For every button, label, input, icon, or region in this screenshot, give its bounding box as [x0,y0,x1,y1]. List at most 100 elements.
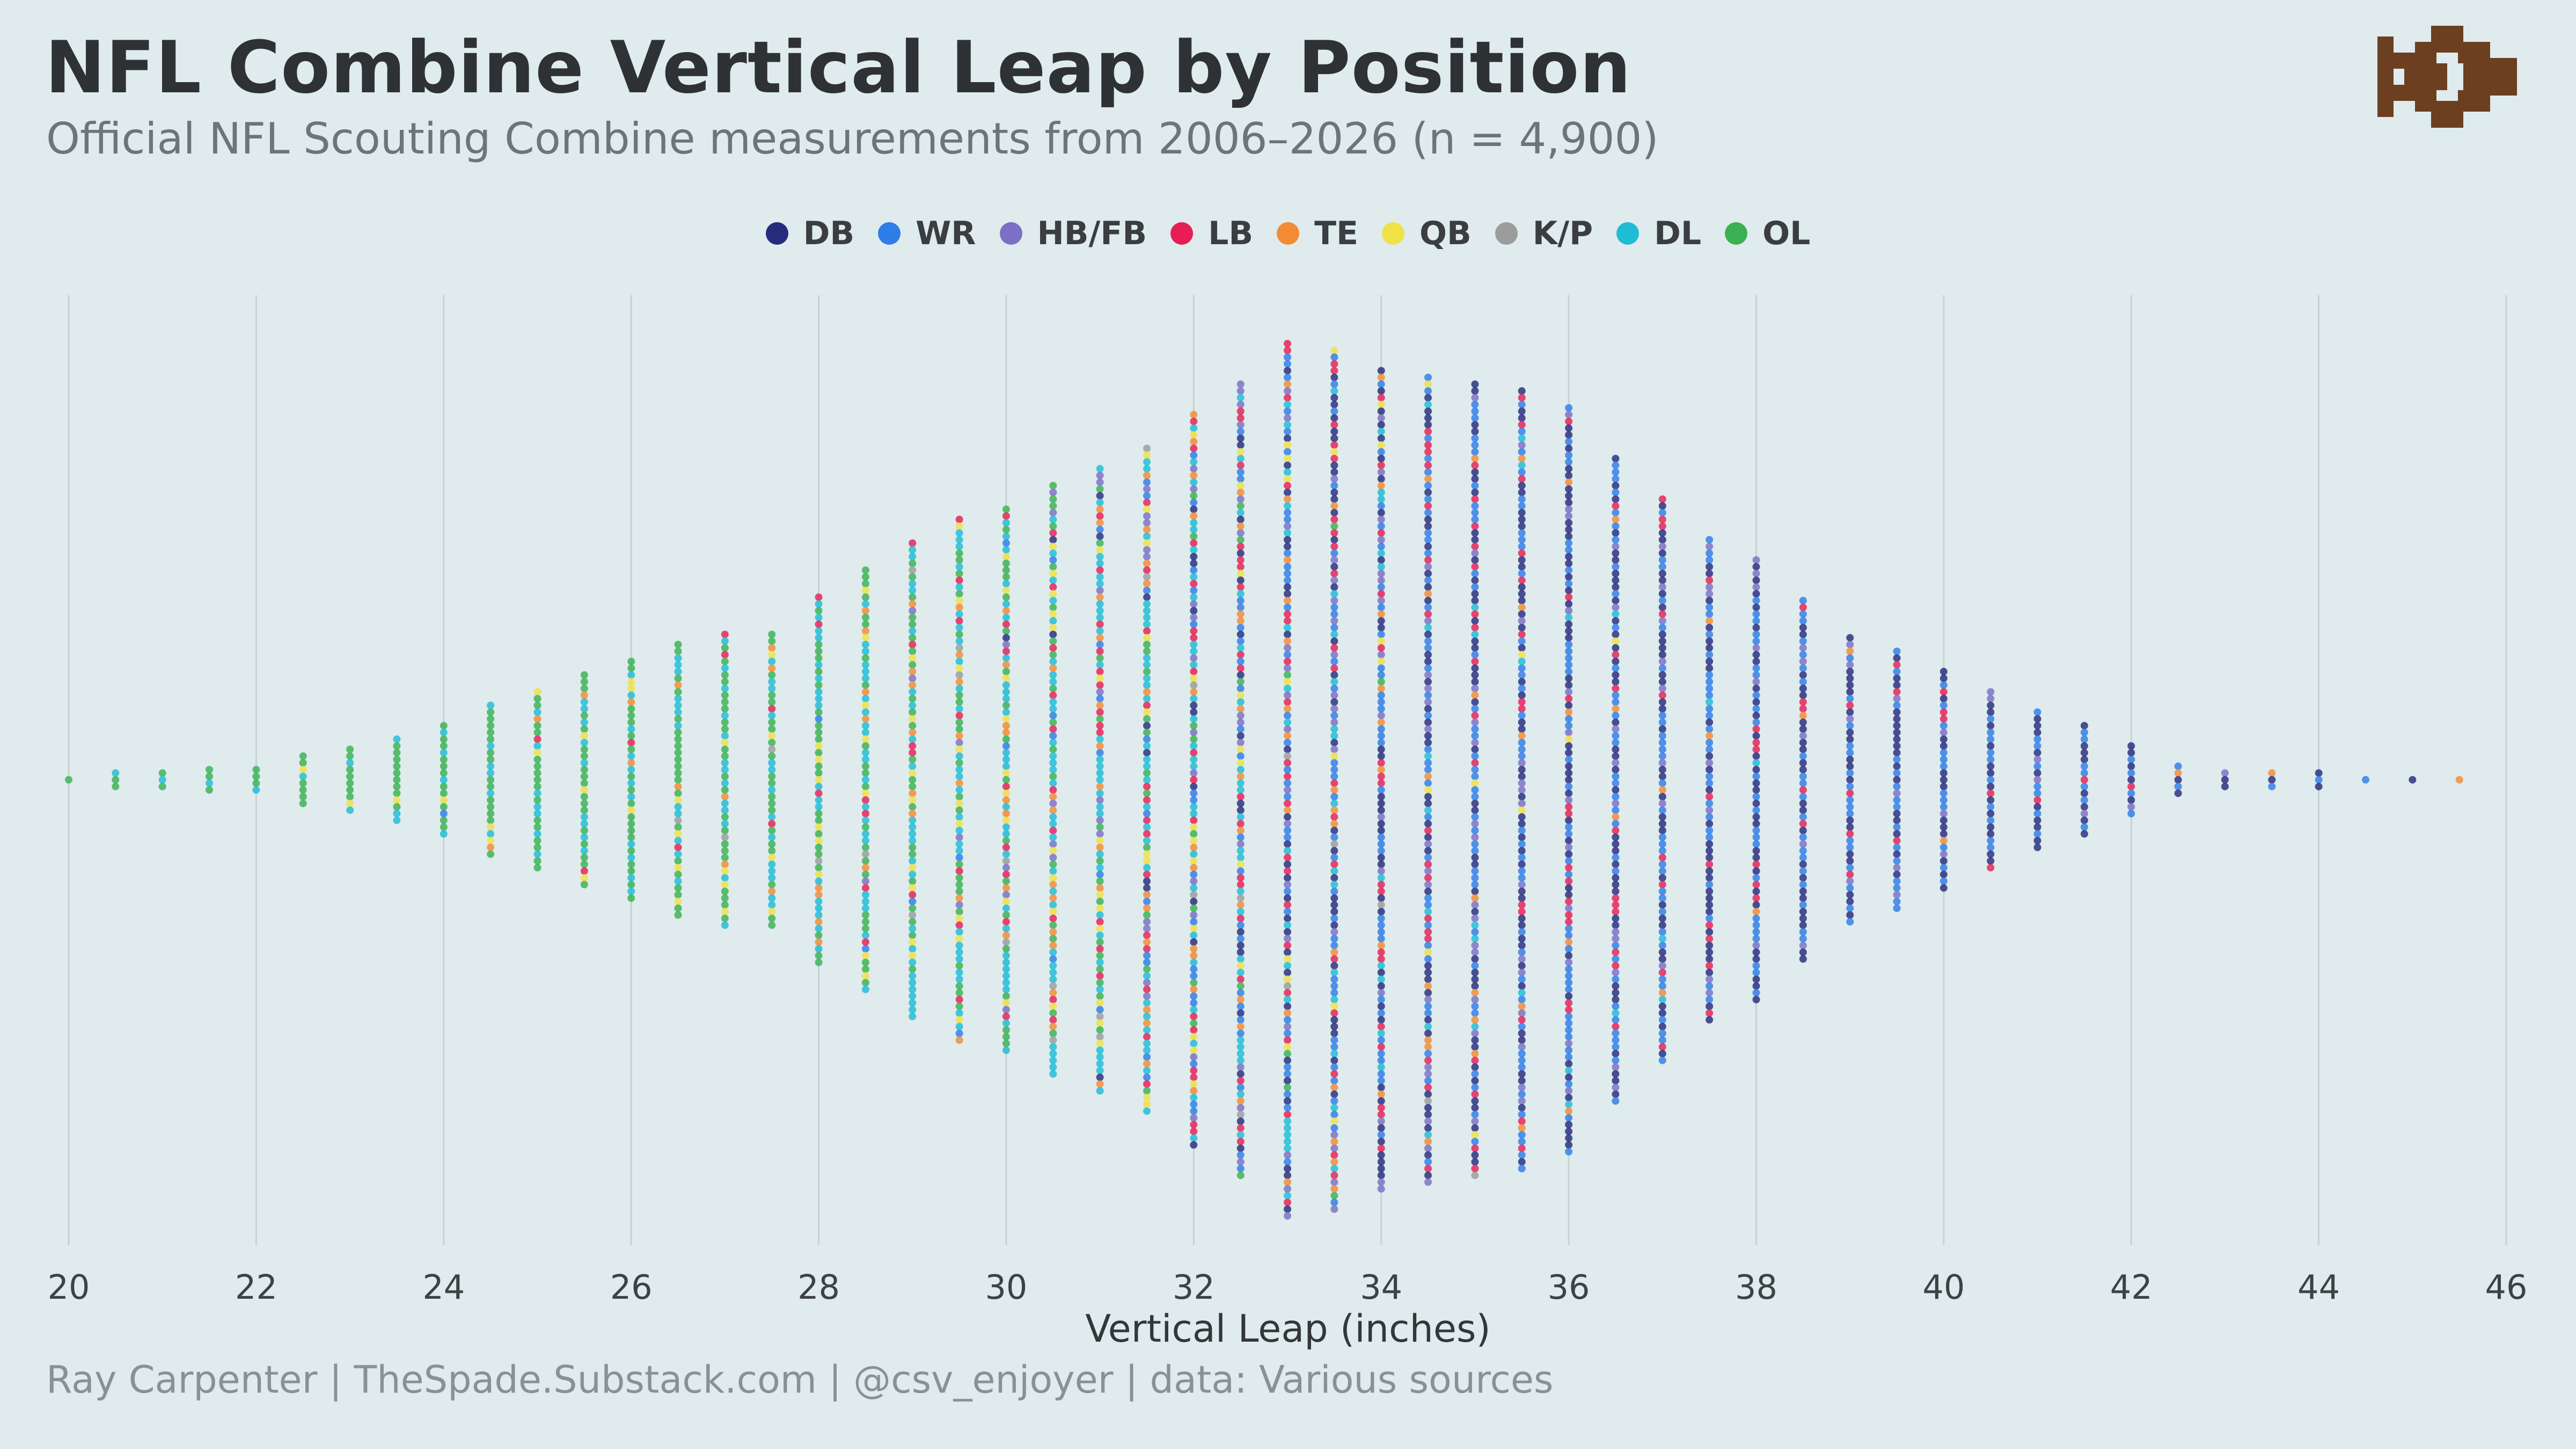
data-point [1424,1144,1432,1152]
data-point [1330,712,1338,720]
data-point [2080,728,2088,736]
data-point [1377,1131,1385,1139]
data-point [1424,522,1432,530]
data-point [1284,752,1291,760]
data-point [1987,769,1995,777]
data-point [1471,1084,1479,1092]
data-point [1377,1172,1385,1180]
data-point [1377,1178,1385,1186]
data-point [1096,877,1104,885]
data-point [1002,769,1010,777]
data-point [1471,800,1479,808]
data-point [1893,810,1901,817]
data-point [1284,441,1291,449]
data-point [1096,803,1104,811]
data-point [861,668,869,676]
data-point [1424,691,1432,699]
data-point [1752,705,1760,713]
data-point [627,894,635,902]
data-point [580,860,588,868]
data-point [1377,1151,1385,1159]
data-point [1284,705,1291,713]
data-point [861,708,869,716]
data-point [674,904,682,912]
data-point [1377,772,1385,780]
data-point [1236,1070,1245,1078]
data-point [1190,613,1198,621]
data-point [815,607,823,614]
data-point [487,756,495,764]
data-point [1471,441,1479,449]
data-point [1424,786,1432,794]
data-point [1143,796,1151,804]
data-point [1002,985,1010,993]
data-point [721,874,729,882]
data-point [1471,1009,1479,1017]
data-point [1846,830,1854,838]
data-point [1565,803,1573,811]
data-point [955,563,963,571]
data-point [768,712,776,720]
data-point [1143,1107,1151,1115]
data-point [674,796,682,804]
data-point [1424,793,1432,801]
data-point [1471,515,1479,523]
data-point [721,921,729,929]
data-point [861,627,869,635]
data-point [2033,810,2041,817]
data-point [1424,428,1432,436]
data-point [2080,769,2088,777]
data-point [1096,985,1104,993]
data-point [1236,522,1245,530]
data-point [955,536,963,544]
data-point [1190,945,1198,953]
data-point [1424,881,1432,889]
data-point [1330,1158,1338,1166]
data-point [721,772,729,780]
data-point [1424,935,1432,943]
data-point [1706,813,1714,821]
data-point [533,863,541,872]
data-point [1658,779,1666,787]
data-point [1799,833,1807,841]
data-point [1658,671,1666,679]
x-tick-label: 30 [985,1268,1027,1307]
data-point [1236,569,1245,577]
data-point [1049,745,1057,753]
data-point [1330,819,1338,828]
data-point [1284,495,1291,503]
data-point [393,749,401,757]
data-point [1752,684,1760,692]
data-point [1002,722,1010,730]
data-point [1565,850,1573,858]
data-point [1002,911,1010,919]
data-point [1002,715,1010,723]
data-point [1518,1117,1526,1125]
data-point [1658,502,1666,510]
data-point [1284,671,1291,679]
data-point [1518,556,1526,564]
data-point [1143,877,1151,885]
data-point [2268,782,2276,791]
data-point [1236,529,1245,537]
data-point [1330,576,1338,584]
data-point [1096,1073,1104,1081]
data-point [1893,863,1901,872]
data-point [1236,989,1245,997]
data-point [1471,617,1479,625]
data-point [1096,1087,1104,1095]
data-point [861,972,869,980]
data-point [1377,819,1385,828]
data-point [1049,955,1057,963]
data-point [487,769,495,777]
data-point [1424,434,1432,442]
data-point [1612,455,1620,463]
data-point [1330,434,1338,442]
data-point [1096,539,1104,547]
data-point [1049,969,1057,977]
data-point [1706,867,1714,875]
data-point [1049,819,1057,828]
data-point [1893,830,1901,838]
data-point [1612,819,1620,828]
data-point [1612,779,1620,787]
